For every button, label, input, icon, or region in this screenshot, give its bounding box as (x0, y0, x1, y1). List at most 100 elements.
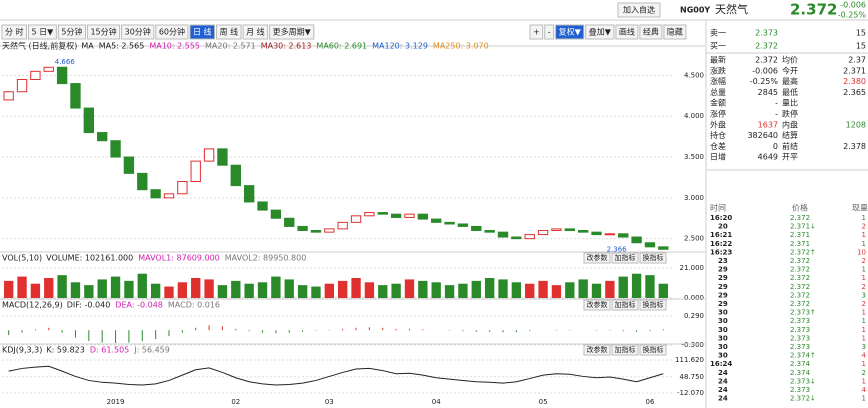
panel-button-label[interactable]: 换指标 (643, 345, 664, 354)
period-button-label[interactable]: 5 日▼ (32, 28, 55, 37)
tool-button[interactable] (663, 24, 687, 40)
panel-button[interactable] (639, 252, 667, 264)
bar (30, 283, 41, 298)
tool-button[interactable] (555, 24, 585, 40)
tool-button[interactable] (585, 24, 615, 40)
period-button[interactable] (155, 24, 189, 40)
stat-label: 涨停 (710, 109, 726, 119)
tool-button-label[interactable]: 经典 (643, 27, 659, 37)
trade-volume: 1 (862, 231, 866, 239)
tool-button[interactable] (529, 24, 544, 40)
trade-time: 30 (718, 352, 728, 360)
candle (471, 225, 482, 232)
panel-button-label[interactable]: 改参数 (587, 345, 608, 354)
panel-button[interactable] (583, 252, 611, 264)
period-button[interactable] (1, 24, 28, 40)
period-button[interactable] (216, 24, 242, 40)
stat-label: 总量 (710, 87, 726, 97)
panel-button-label[interactable]: 改参数 (587, 253, 608, 262)
tool-button-label[interactable]: - (548, 28, 551, 37)
period-button-label[interactable]: 5分钟 (61, 27, 82, 37)
panel-button-label[interactable]: 换指标 (643, 253, 664, 262)
tool-button-label[interactable]: 复权▼ (559, 27, 582, 37)
x-tick-label: 2019 (107, 398, 125, 406)
period-button-label[interactable]: 60分钟 (159, 27, 185, 37)
period-button-label[interactable]: 30分钟 (125, 27, 151, 37)
book-volume: 15 (856, 42, 866, 51)
legend-item: K: 59.823 (46, 346, 84, 355)
y-tick-label: 3.000 (684, 194, 704, 202)
panel-button[interactable] (583, 299, 611, 311)
trade-price: 2.373 (790, 317, 810, 325)
bar (284, 279, 294, 298)
panel-button[interactable] (583, 344, 611, 356)
trade-price: 2.373↑ (790, 309, 816, 317)
candle (350, 215, 362, 223)
tool-button[interactable] (544, 24, 555, 40)
x-tick-label: 03 (325, 398, 334, 406)
candle (417, 213, 429, 220)
period-button-label[interactable]: 周 线 (220, 27, 239, 37)
bar (177, 282, 188, 298)
trade-price: 2.374 (790, 360, 811, 368)
period-button-label[interactable]: 月 线 (246, 27, 265, 37)
trade-price: 2.373 (790, 334, 810, 342)
tool-button-label[interactable]: + (533, 28, 540, 37)
panel-button[interactable] (639, 344, 667, 356)
period-button-label[interactable]: 分 时 (5, 27, 24, 37)
trade-time: 29 (718, 274, 728, 282)
panel-button[interactable] (611, 344, 639, 356)
period-button-label[interactable]: 日 线 (193, 27, 212, 37)
book-label: 卖一 (710, 29, 726, 38)
trade-time: 30 (718, 309, 728, 317)
period-button[interactable] (269, 24, 315, 40)
period-button[interactable] (189, 24, 216, 40)
bar (418, 280, 428, 298)
bar (150, 283, 161, 298)
panel-button-label[interactable]: 换指标 (643, 300, 664, 309)
tool-button-label[interactable]: 隐藏 (667, 27, 683, 37)
period-button[interactable] (242, 24, 269, 40)
stat-label: 金额 (710, 98, 726, 108)
x-tick-label: 02 (231, 398, 240, 406)
trade-price: 2.372 (790, 291, 810, 299)
panel-button[interactable] (611, 252, 639, 264)
period-button[interactable] (57, 24, 86, 40)
panel-button-label[interactable]: 改参数 (587, 300, 608, 309)
period-button[interactable] (121, 24, 155, 40)
bar (502, 330, 504, 333)
period-button[interactable] (86, 24, 121, 40)
tool-button-label[interactable]: 叠加▼ (589, 27, 612, 37)
change: -0.006 (840, 1, 866, 10)
period-button[interactable] (28, 24, 57, 40)
bar (578, 279, 588, 298)
panel-button-label[interactable]: 加指标 (615, 253, 636, 262)
bar (622, 330, 624, 332)
trades-header: 现量 (852, 204, 868, 213)
trade-time: 30 (718, 343, 728, 351)
trade-time: 30 (718, 334, 728, 342)
trade-price: 2.372 (790, 283, 810, 291)
panel-button[interactable] (611, 299, 639, 311)
button-label[interactable]: 加入自选 (623, 5, 655, 15)
trade-price: 2.373↓ (790, 377, 816, 385)
candle (137, 172, 148, 191)
panel-button-label[interactable]: 加指标 (615, 345, 636, 354)
legend-item: MA (81, 42, 94, 51)
panel-button[interactable] (639, 299, 667, 311)
period-button-label[interactable]: 更多周期▼ (273, 27, 312, 37)
button[interactable] (617, 2, 661, 18)
stat-label: 日增 (710, 152, 726, 162)
bar (618, 276, 628, 298)
period-button-label[interactable]: 15分钟 (90, 27, 116, 37)
trade-time: 29 (718, 300, 728, 308)
tool-button[interactable] (639, 24, 663, 40)
trade-time: 16:24 (710, 360, 732, 368)
bar (271, 276, 281, 298)
stat-value: - (775, 110, 778, 119)
tool-button[interactable] (615, 24, 639, 40)
bar (231, 280, 241, 298)
tool-button-label[interactable]: 画线 (619, 27, 635, 37)
panel-button-label[interactable]: 加指标 (615, 300, 636, 309)
legend-item: MA20: 2.571 (205, 42, 256, 51)
